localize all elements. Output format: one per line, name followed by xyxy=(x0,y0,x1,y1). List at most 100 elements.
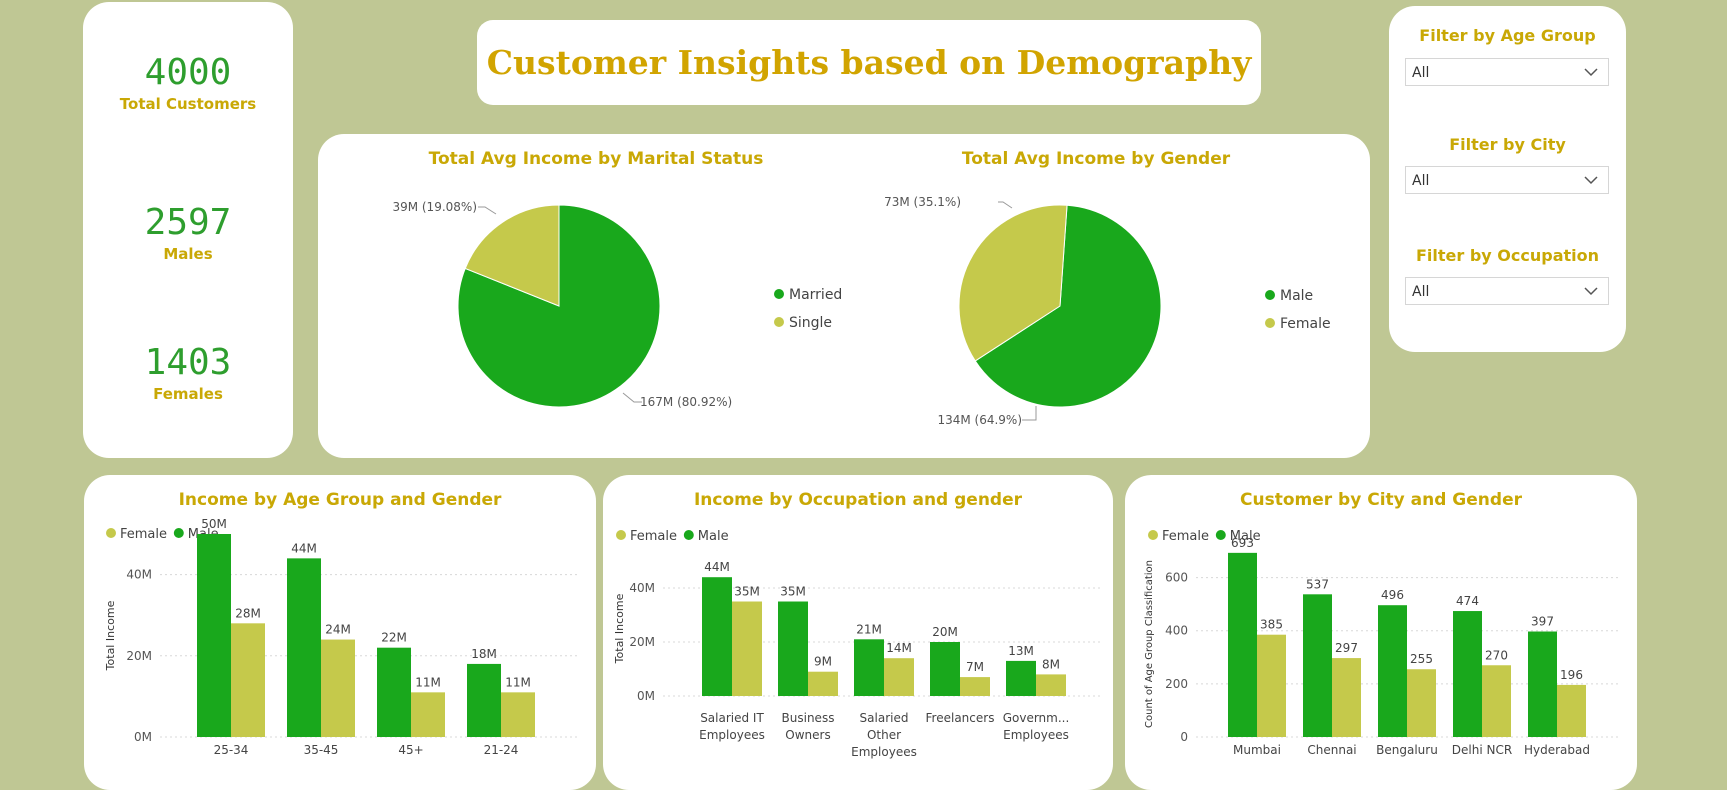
bar3-bar-female[interactable] xyxy=(1257,634,1286,737)
bar3-category-label: Bengaluru xyxy=(1376,743,1438,757)
filter-occupation-value: All xyxy=(1412,284,1430,300)
bar3-legend-male[interactable]: Male xyxy=(1230,529,1261,544)
bar2-bar-male[interactable] xyxy=(930,642,960,696)
bar1-bar-female[interactable] xyxy=(501,692,535,737)
bar3-bar-female[interactable] xyxy=(1332,658,1361,737)
bar2-legend-male[interactable]: Male xyxy=(698,529,729,544)
age-group-chart-card: Income by Age Group and GenderFemaleMale… xyxy=(84,475,596,790)
bar3-bar-male[interactable] xyxy=(1228,552,1257,737)
pie2-legend-male[interactable]: Male xyxy=(1280,288,1313,304)
pie1-slice-single[interactable] xyxy=(464,204,560,307)
filter-occupation-select[interactable]: All xyxy=(1405,277,1609,305)
bar2-data-label: 21M xyxy=(856,622,882,636)
bar2-category-label: Salaried IT xyxy=(700,711,764,725)
bar1-bar-male[interactable] xyxy=(377,647,411,737)
bar2-bar-female[interactable] xyxy=(884,658,914,696)
bar1-bar-male[interactable] xyxy=(197,534,231,737)
bar3-legend-marker xyxy=(1215,530,1226,540)
bar3-bar-female[interactable] xyxy=(1557,684,1586,737)
pie1-group: 167M (80.92%) 39M (19.08%) Married Single xyxy=(392,200,842,409)
page-title: Customer Insights based on Demography xyxy=(486,43,1252,82)
bar2-category-label: Salaried xyxy=(860,711,909,725)
bar3-category-label: Mumbai xyxy=(1233,743,1281,757)
bar2-bar-male[interactable] xyxy=(854,639,884,696)
bar1-category-label: 45+ xyxy=(398,743,423,757)
bar1-category-label: 21-24 xyxy=(484,743,519,757)
city-chart-card: Customer by City and Gender Female Male 0 20… xyxy=(1125,475,1637,790)
bar1-bar-male[interactable] xyxy=(287,558,321,737)
bar3-title: Customer by City and Gender xyxy=(1240,490,1523,510)
bar3-category-label: Chennai xyxy=(1307,743,1356,757)
bar1-ytick-label: 20M xyxy=(126,649,152,663)
bar2-category-label: Employees xyxy=(1003,728,1069,742)
pie2-data-label: 73M (35.1%) xyxy=(884,195,961,209)
bar3-legend-female[interactable]: Female xyxy=(1162,529,1209,544)
filter-card: Filter by Age Group All Filter by City A… xyxy=(1389,6,1626,352)
bar3-data-label: 196 xyxy=(1560,668,1583,682)
bar3-ytick-label: 200 xyxy=(1165,677,1188,691)
bar3-ytick-label: 400 xyxy=(1165,624,1188,638)
bar3-bar-female[interactable] xyxy=(1407,669,1436,737)
bar1-ytick-label: 0M xyxy=(134,730,152,744)
kpi-label: Total Customers xyxy=(119,95,257,113)
pie1-legend-single[interactable]: Single xyxy=(789,315,832,331)
bar2-bar-male[interactable] xyxy=(778,601,808,697)
bar1-legend-marker xyxy=(106,528,116,538)
kpi-males: 2597 Males xyxy=(83,202,293,263)
bar2-category-label: Employees xyxy=(699,728,765,742)
kpi-females: 1403 Females xyxy=(83,342,293,403)
pie2-legend-marker xyxy=(1265,290,1275,300)
pie1-legend-marker xyxy=(774,317,784,327)
bar1-bar-female[interactable] xyxy=(321,639,355,737)
bar2-bar-male[interactable] xyxy=(1006,660,1036,696)
bar1-category-label: 25-34 xyxy=(214,743,249,757)
bar2-bar-female[interactable] xyxy=(808,671,838,696)
bar2-ylabel: Total Income xyxy=(613,593,626,664)
pie1-data-label: 39M (19.08%) xyxy=(392,200,477,214)
bar2-data-label: 14M xyxy=(886,641,912,655)
bar1-legend-female[interactable]: Female xyxy=(120,527,167,542)
bar1-bar-male[interactable] xyxy=(467,663,501,737)
bar2-bar-male[interactable] xyxy=(702,577,732,696)
bar2-legend-marker xyxy=(683,530,694,540)
bar2-data-label: 44M xyxy=(704,560,730,574)
bar2-legend-marker xyxy=(616,530,626,540)
bar2-data-label: 20M xyxy=(932,625,958,639)
bar1-data-label: 24M xyxy=(325,623,351,637)
bar3-bar-male[interactable] xyxy=(1378,605,1407,737)
bar1-bar-female[interactable] xyxy=(411,692,445,737)
bar3-data-label: 270 xyxy=(1485,648,1508,662)
bar1-title: Income by Age Group and Gender xyxy=(179,490,502,510)
bar2-bar-female[interactable] xyxy=(1036,674,1066,696)
bar2-bar-female[interactable] xyxy=(960,677,990,696)
bar2-bar-female[interactable] xyxy=(732,601,762,697)
bar2-legend-female[interactable]: Female xyxy=(630,529,677,544)
bar3-bar-female[interactable] xyxy=(1482,665,1511,737)
pie2-slice-male[interactable] xyxy=(974,204,1162,408)
pie2-slice-female[interactable] xyxy=(958,204,1068,362)
bar1-data-label: 50M xyxy=(201,517,227,531)
bar2-title: Income by Occupation and gender xyxy=(694,490,1023,510)
bar3-data-label: 537 xyxy=(1306,577,1329,591)
pie2-data-label: 134M (64.9%) xyxy=(937,413,1022,427)
bar3-bar-male[interactable] xyxy=(1453,611,1482,737)
bar3-data-label: 297 xyxy=(1335,641,1358,655)
pie1-legend-married[interactable]: Married xyxy=(789,287,842,303)
pie2-legend-female[interactable]: Female xyxy=(1280,316,1331,332)
bar3-bar-male[interactable] xyxy=(1303,594,1332,737)
filter-age-group-select[interactable]: All xyxy=(1405,58,1609,86)
kpi-label: Males xyxy=(163,245,213,263)
city-chart-svg: Customer by City and Gender Female Male 0 20… xyxy=(1144,490,1621,757)
bar3-data-label: 496 xyxy=(1381,588,1404,602)
bar3-bar-male[interactable] xyxy=(1528,631,1557,737)
pie1-leader-line xyxy=(622,392,642,403)
bar1-bar-female[interactable] xyxy=(231,623,265,737)
bar3-ytick-label: 600 xyxy=(1165,571,1188,585)
bar3-data-label: 255 xyxy=(1410,652,1433,666)
pie1-data-label: 167M (80.92%) xyxy=(640,395,732,409)
filter-city-select[interactable]: All xyxy=(1405,166,1609,194)
pie2-legend-marker xyxy=(1265,318,1275,328)
kpi-value: 4000 xyxy=(144,52,232,93)
filter-occupation-label: Filter by Occupation xyxy=(1415,246,1600,265)
bar2-data-label: 8M xyxy=(1042,657,1060,671)
